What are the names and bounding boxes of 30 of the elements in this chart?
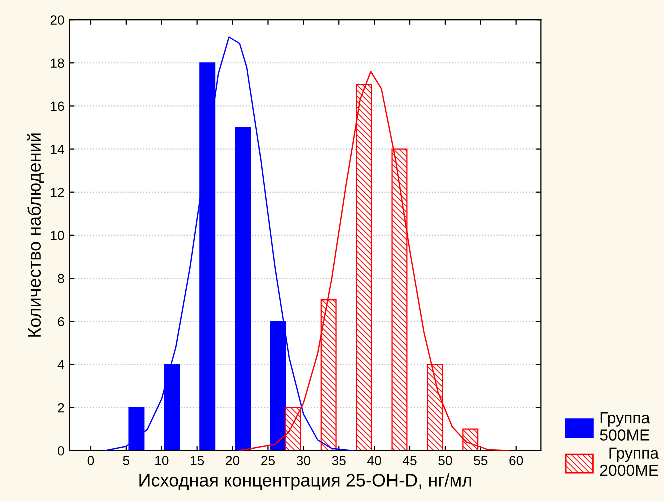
x-tick-label: 0 [88, 456, 94, 466]
x-tick-label: 20 [226, 456, 240, 466]
y-tick-label: 10 [51, 231, 64, 240]
x-tick-label: 15 [190, 456, 204, 466]
y-tick-label: 14 [51, 145, 64, 154]
x-tick-label: 50 [438, 456, 452, 466]
y-tick-label: 8 [58, 274, 64, 284]
line-series [239, 71, 510, 451]
y-tick-label: 2 [58, 403, 64, 413]
y-tick-label: 16 [51, 102, 64, 112]
y-tick-label: 4 [58, 360, 64, 370]
legend-label: Группа 500МЕ [600, 412, 650, 441]
x-tick-label: 55 [474, 456, 488, 466]
x-tick-label: 60 [510, 456, 524, 466]
x-tick-label: 45 [402, 456, 417, 466]
y-axis-title: Количество наблюдений [27, 134, 44, 337]
line-series [104, 36, 354, 451]
x-tick-label: 5 [123, 456, 130, 466]
y-tick-label: 0 [58, 446, 64, 456]
legend-label: Группа 2000МЕ [600, 448, 660, 476]
y-tick-label: 20 [50, 16, 64, 25]
y-tick-label: 6 [58, 317, 64, 327]
y-tick-label: 18 [51, 58, 64, 68]
x-tick-label: 35 [332, 456, 346, 466]
x-tick-label: 30 [296, 456, 310, 466]
x-axis-title: Исходная концентрация 25-OH-D, нг/мл [140, 474, 472, 490]
x-tick-label: 40 [368, 456, 382, 466]
x-tick-label: 10 [156, 456, 169, 466]
y-tick-label: 12 [51, 188, 64, 198]
x-tick-label: 25 [262, 456, 276, 466]
